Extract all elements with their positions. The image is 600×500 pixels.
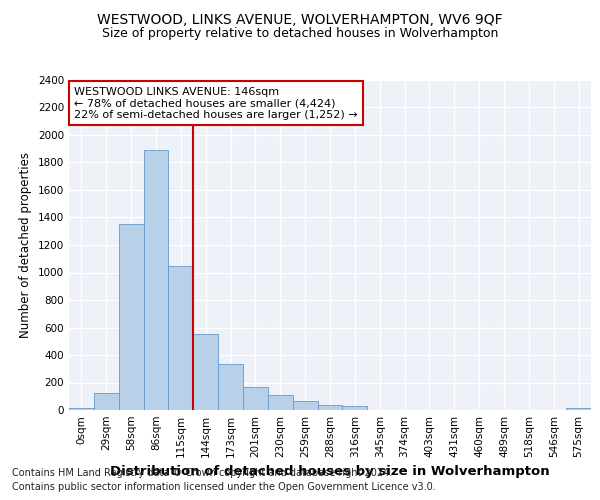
- Bar: [69, 408, 94, 410]
- Bar: [243, 388, 268, 410]
- Bar: [143, 150, 169, 410]
- Bar: [169, 266, 193, 410]
- Bar: [343, 406, 367, 410]
- Y-axis label: Number of detached properties: Number of detached properties: [19, 152, 32, 338]
- Bar: [218, 364, 243, 410]
- Bar: [193, 334, 218, 410]
- Bar: [566, 408, 591, 410]
- Bar: [317, 404, 343, 410]
- Text: WESTWOOD LINKS AVENUE: 146sqm
← 78% of detached houses are smaller (4,424)
22% o: WESTWOOD LINKS AVENUE: 146sqm ← 78% of d…: [74, 86, 358, 120]
- Text: WESTWOOD, LINKS AVENUE, WOLVERHAMPTON, WV6 9QF: WESTWOOD, LINKS AVENUE, WOLVERHAMPTON, W…: [97, 12, 503, 26]
- Text: Contains HM Land Registry data © Crown copyright and database right 2024.: Contains HM Land Registry data © Crown c…: [12, 468, 392, 477]
- Bar: [268, 395, 293, 410]
- Bar: [94, 393, 119, 410]
- Text: Contains public sector information licensed under the Open Government Licence v3: Contains public sector information licen…: [12, 482, 436, 492]
- Bar: [119, 224, 143, 410]
- Bar: [293, 401, 317, 410]
- X-axis label: Distribution of detached houses by size in Wolverhampton: Distribution of detached houses by size …: [110, 466, 550, 478]
- Text: Size of property relative to detached houses in Wolverhampton: Size of property relative to detached ho…: [102, 28, 498, 40]
